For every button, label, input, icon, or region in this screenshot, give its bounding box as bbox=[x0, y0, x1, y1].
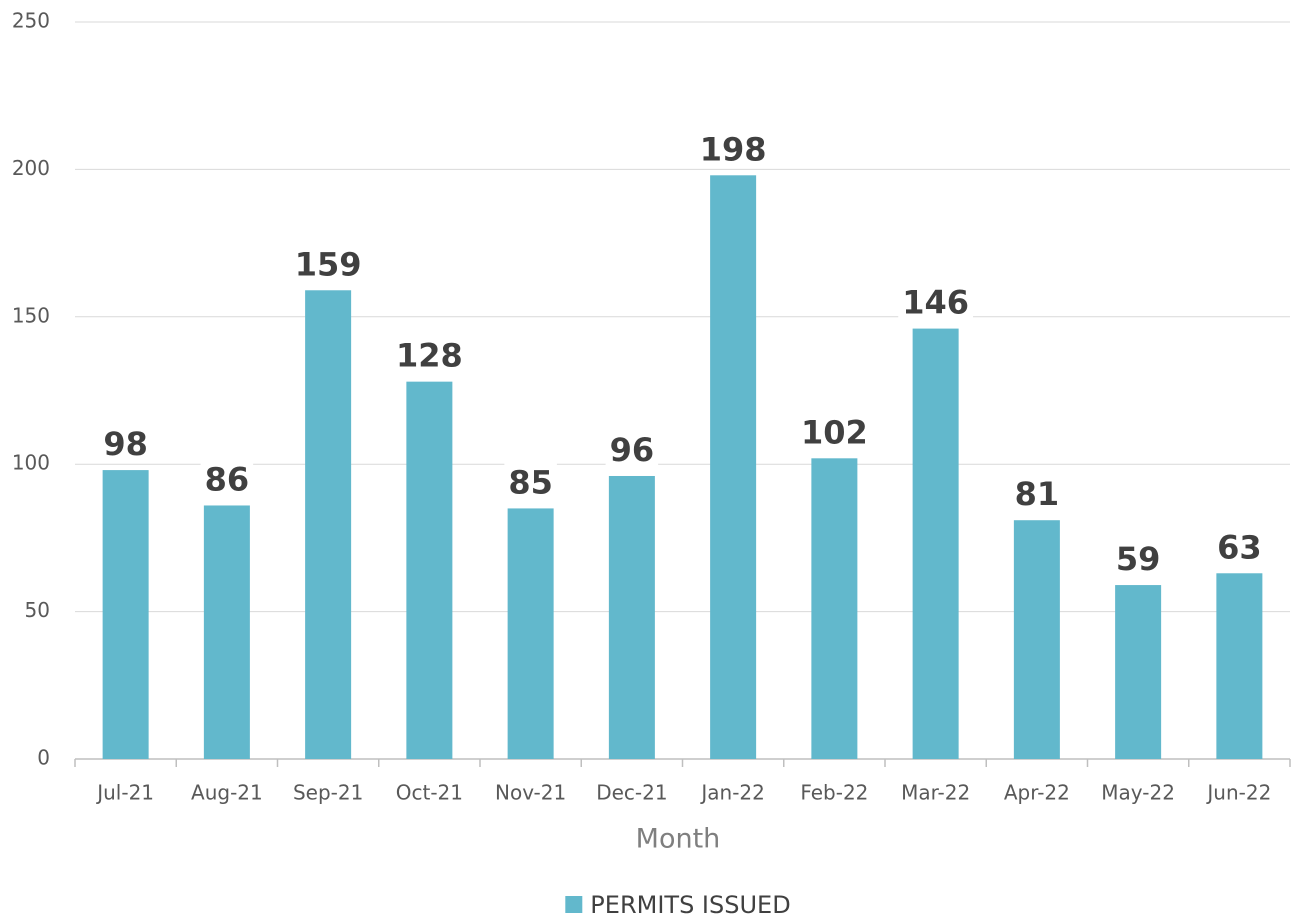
legend: PERMITS ISSUED bbox=[565, 891, 791, 919]
bar bbox=[507, 508, 554, 759]
bar bbox=[102, 470, 149, 759]
data-label-bg bbox=[200, 460, 254, 499]
data-label-bg bbox=[1213, 528, 1266, 567]
legend-label: PERMITS ISSUED bbox=[590, 891, 790, 919]
x-tick-label: Sep-21 bbox=[293, 781, 363, 805]
bar bbox=[912, 328, 959, 759]
data-label: 59 bbox=[1116, 540, 1161, 578]
data-label: 146 bbox=[902, 284, 969, 322]
bar bbox=[1216, 573, 1263, 759]
data-label-bg bbox=[796, 413, 872, 452]
x-tick-label: Jul-21 bbox=[95, 781, 154, 805]
x-tick-label: Feb-22 bbox=[800, 781, 868, 805]
legend-swatch bbox=[565, 896, 583, 913]
y-tick-label: 150 bbox=[12, 303, 50, 327]
data-label: 63 bbox=[1217, 528, 1262, 566]
data-label-bg bbox=[1111, 540, 1165, 579]
x-tick-label: May-22 bbox=[1101, 781, 1175, 805]
data-label-bg bbox=[605, 430, 659, 469]
bar bbox=[1115, 585, 1162, 759]
data-label: 85 bbox=[508, 463, 553, 501]
bar bbox=[710, 175, 757, 759]
bar bbox=[406, 381, 453, 759]
data-label: 102 bbox=[801, 413, 868, 451]
y-tick-label: 250 bbox=[12, 9, 50, 33]
x-tick-label: Apr-22 bbox=[1004, 781, 1070, 805]
data-label-bg bbox=[391, 336, 467, 375]
x-tick-label: Oct-21 bbox=[396, 781, 463, 805]
data-label: 81 bbox=[1015, 475, 1060, 513]
data-label-bg bbox=[898, 283, 974, 322]
y-tick-label: 100 bbox=[12, 451, 50, 475]
data-label: 159 bbox=[295, 245, 362, 283]
bar bbox=[608, 475, 655, 759]
data-label: 86 bbox=[205, 460, 250, 498]
x-axis-title: Month bbox=[636, 824, 721, 855]
y-tick-label: 50 bbox=[25, 598, 50, 622]
x-tick-label: Nov-21 bbox=[495, 781, 566, 805]
data-label-bg bbox=[290, 245, 366, 284]
data-label-bg bbox=[99, 425, 152, 464]
x-tick-label: Jun-22 bbox=[1205, 781, 1271, 805]
x-tick-label: Aug-21 bbox=[191, 781, 263, 805]
bar bbox=[1013, 520, 1060, 759]
data-label: 98 bbox=[103, 425, 148, 463]
data-label: 128 bbox=[396, 337, 463, 375]
data-label-bg bbox=[1010, 475, 1064, 514]
x-tick-label: Dec-21 bbox=[596, 781, 667, 805]
x-tick-label: Jan-22 bbox=[699, 781, 765, 805]
data-label: 96 bbox=[610, 431, 655, 469]
bar bbox=[305, 290, 352, 759]
data-label-bg bbox=[695, 130, 771, 169]
bar bbox=[203, 505, 250, 759]
x-tick-label: Mar-22 bbox=[901, 781, 970, 805]
y-tick-label: 0 bbox=[37, 746, 50, 770]
data-label: 198 bbox=[700, 130, 767, 168]
y-tick-label: 200 bbox=[12, 156, 50, 180]
bar bbox=[811, 458, 858, 759]
data-label-bg bbox=[504, 463, 557, 502]
